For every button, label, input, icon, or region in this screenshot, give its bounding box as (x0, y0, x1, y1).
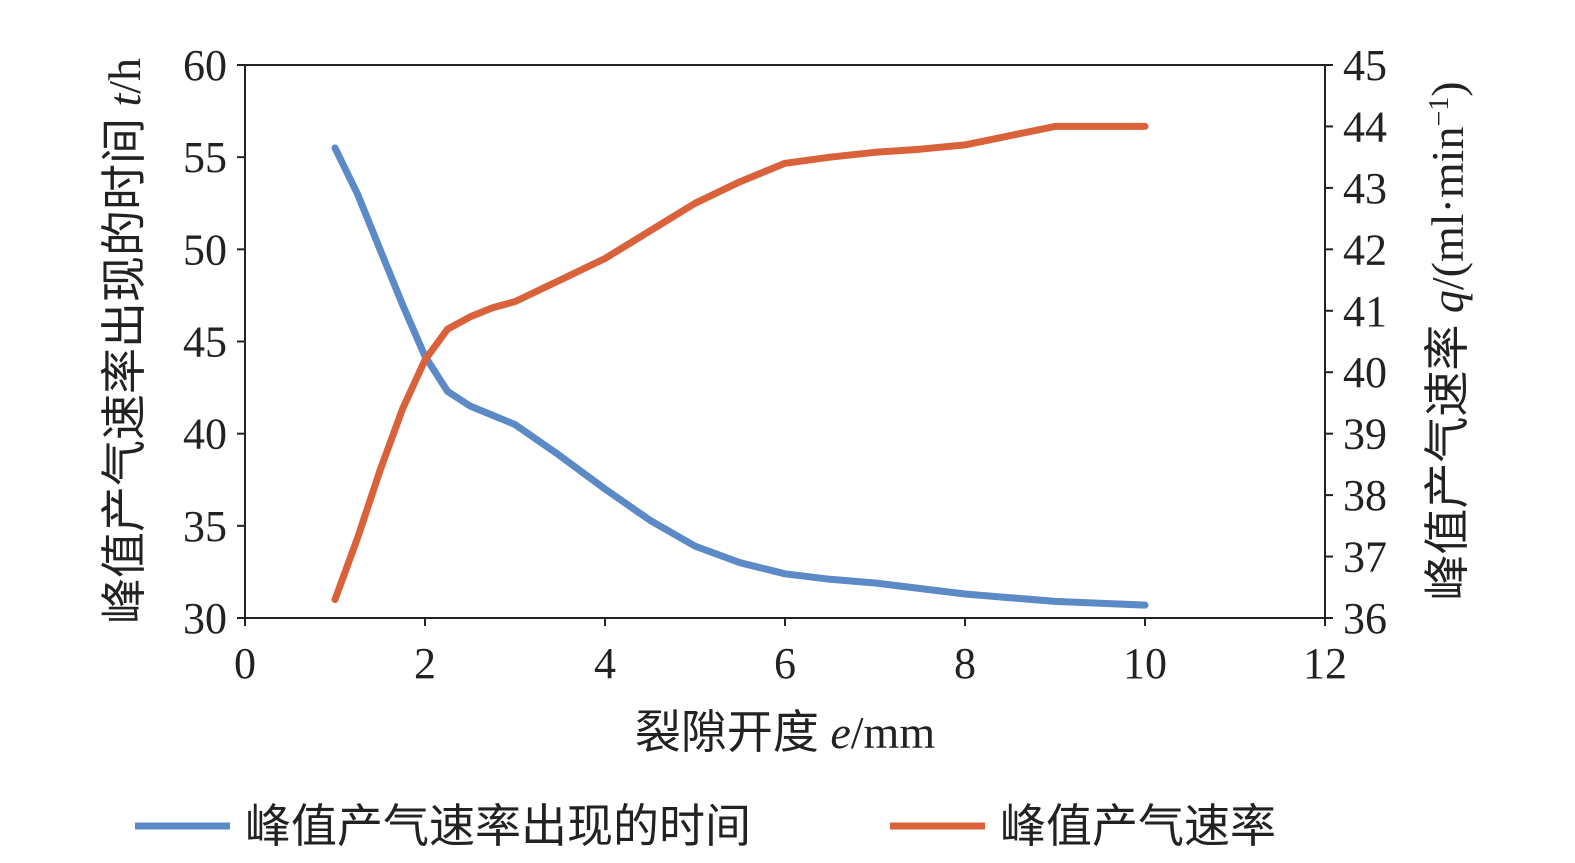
left-y-tick-label: 50 (183, 225, 227, 274)
right-y-axis-title: 峰值产气速率 q/(ml·min−1) (1422, 81, 1473, 600)
x-tick-label: 8 (954, 639, 976, 688)
right-y-tick-label: 36 (1343, 594, 1387, 643)
series-line-time (331, 144, 1149, 609)
legend-label-time: 峰值产气速率出现的时间 (245, 801, 751, 852)
right-y-tick-label: 39 (1343, 410, 1387, 459)
right-y-tick-label: 41 (1343, 287, 1387, 336)
x-tick-label: 0 (234, 639, 256, 688)
right-y-tick-label: 37 (1343, 533, 1387, 582)
right-y-tick-label: 42 (1343, 225, 1387, 274)
x-tick-label: 4 (594, 639, 616, 688)
legend-label-rate: 峰值产气速率 (1000, 801, 1276, 852)
x-axis-ticks: 0 2 4 6 8 10 12 (234, 618, 1347, 688)
left-y-tick-label: 40 (183, 410, 227, 459)
right-y-axis-ticks: 36 37 38 39 40 41 42 43 44 45 (1325, 41, 1387, 643)
x-tick-label: 6 (774, 639, 796, 688)
right-y-tick-label: 38 (1343, 471, 1387, 520)
series-line-rate (331, 122, 1149, 604)
left-y-tick-label: 60 (183, 41, 227, 90)
right-y-tick-label: 43 (1343, 164, 1387, 213)
series-lines (331, 122, 1149, 609)
right-y-tick-label: 40 (1343, 348, 1387, 397)
right-y-tick-label: 45 (1343, 41, 1387, 90)
right-y-tick-label: 44 (1343, 102, 1387, 151)
legend: 峰值产气速率出现的时间 峰值产气速率 (135, 801, 1276, 852)
x-axis-title: 裂隙开度 e/mm (635, 707, 935, 758)
plot-frame (244, 64, 1326, 619)
x-tick-label: 12 (1303, 639, 1347, 688)
left-y-tick-label: 55 (183, 133, 227, 182)
left-y-axis-ticks: 30 35 40 45 50 55 60 (183, 41, 245, 643)
left-y-axis-title: 峰值产气速率出现的时间 t/h (99, 58, 150, 624)
x-tick-label: 2 (414, 639, 436, 688)
left-y-tick-label: 30 (183, 594, 227, 643)
x-tick-label: 10 (1123, 639, 1167, 688)
left-y-tick-label: 35 (183, 502, 227, 551)
left-y-tick-label: 45 (183, 318, 227, 367)
